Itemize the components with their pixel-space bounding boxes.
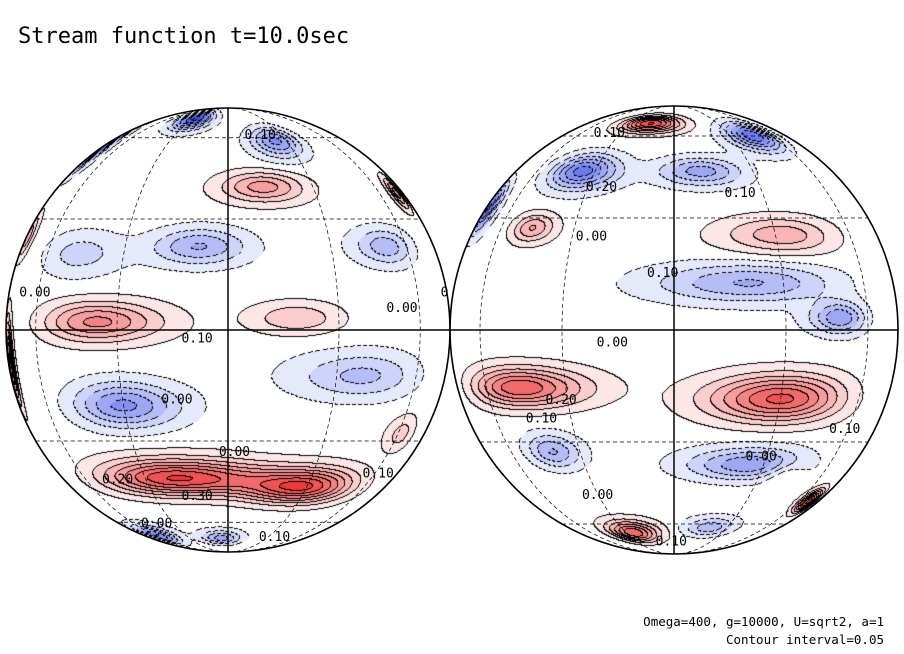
right-hemisphere-contour-labels: 0.10 0.20 0.10 0.00 0.10 0.00 0.20 0.10 0.10 0.00… [526, 126, 861, 549]
contour-label: 0.10 [181, 332, 212, 347]
contour-label: 0.30 [181, 489, 212, 504]
meridian-line [116, 108, 229, 552]
left-hemisphere-contour-labels: 0.10 0.00 0.00 0 0.10 0.00 0.00 0.20 0.30 0.10 0.0… [19, 128, 449, 545]
meridian-line [35, 108, 229, 552]
contour-label: 0.00 [597, 336, 628, 351]
contour-label: 0.20 [545, 393, 576, 408]
contour-label: 0.00 [19, 285, 50, 300]
contour-label: 0.00 [576, 229, 607, 244]
contour-label: 0.10 [724, 186, 755, 201]
left-hemisphere-grid [6, 108, 450, 552]
contour-label: 0.10 [647, 266, 678, 281]
right-hemisphere-grid [450, 106, 898, 554]
contour-label: 0.00 [141, 516, 172, 531]
chart-title: Stream function t=10.0sec [18, 24, 350, 49]
left-hemisphere: 0.10 0.00 0.00 0 0.10 0.00 0.00 0.20 0.30 0.10 0.0… [5, 107, 451, 553]
right-hemisphere-outline [449, 105, 899, 555]
meridian-line [227, 108, 340, 552]
contour-label: 0.00 [746, 449, 777, 464]
contour-interval-note: Contour interval=0.05 [725, 632, 884, 647]
contour-label: 0 [441, 285, 449, 300]
contour-label: 0.00 [161, 393, 192, 408]
contour-label: 0.10 [829, 422, 860, 437]
meridian-line [227, 108, 421, 552]
meridian-line [479, 106, 675, 554]
contour-label: 0.10 [362, 467, 393, 482]
contour-label: 0.10 [259, 530, 290, 545]
contour-label: 0.00 [386, 301, 417, 316]
contour-label: 0.20 [586, 180, 617, 195]
contour-label: 0.10 [594, 126, 625, 141]
contour-label: 0.20 [102, 473, 133, 488]
contour-label: 0.00 [582, 488, 613, 503]
right-hemisphere: 0.10 0.20 0.10 0.00 0.10 0.00 0.20 0.10 0.10 0.00… [449, 105, 899, 555]
contour-label: 0.00 [219, 445, 250, 460]
parameters-note: Omega=400, g=10000, U=sqrt2, a=1 [643, 614, 884, 629]
contour-label: 0.10 [245, 128, 276, 143]
contour-label: 0.10 [656, 534, 687, 549]
meridian-line [673, 106, 869, 554]
contour-label: 0.10 [526, 412, 557, 427]
